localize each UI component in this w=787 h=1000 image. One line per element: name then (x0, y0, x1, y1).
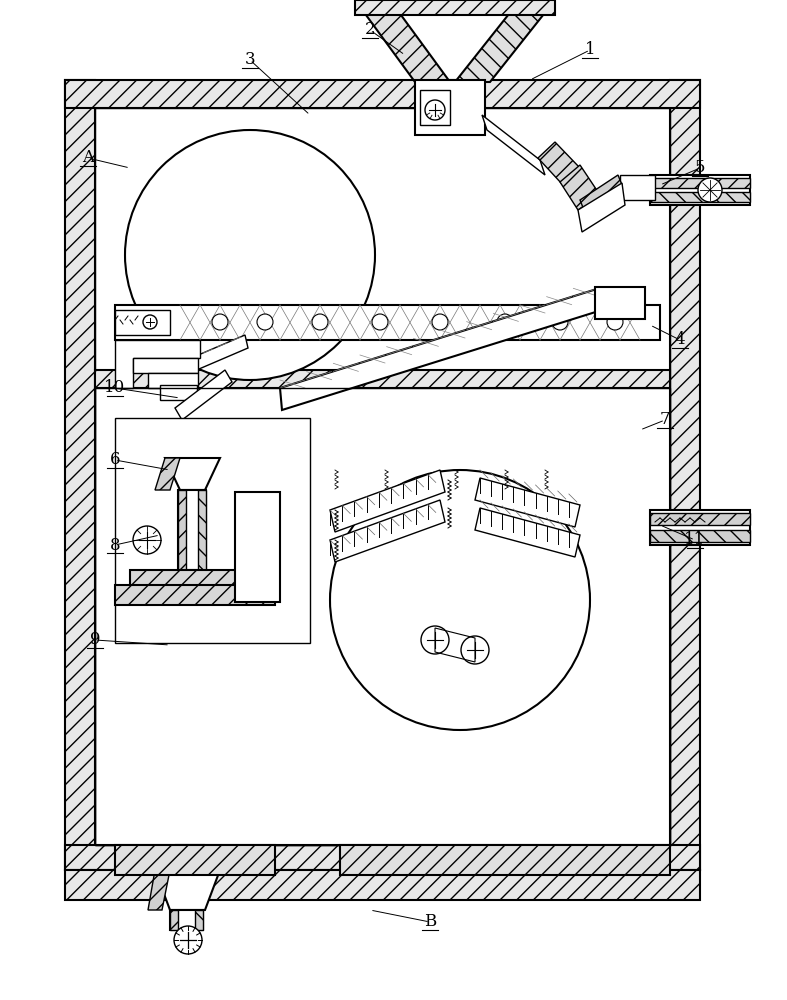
Text: B: B (424, 914, 436, 930)
Circle shape (698, 178, 722, 202)
Circle shape (212, 314, 228, 330)
Text: 3: 3 (245, 51, 255, 68)
Polygon shape (330, 470, 445, 532)
Bar (65, 870, 700, 900)
Polygon shape (475, 478, 580, 527)
Bar (115, 310, 170, 335)
Bar (95, 108, 670, 845)
Polygon shape (355, 0, 555, 15)
Polygon shape (65, 80, 95, 870)
Polygon shape (155, 458, 180, 490)
Bar (650, 530, 750, 542)
Text: 9: 9 (90, 632, 100, 648)
Text: A: A (82, 149, 94, 166)
Polygon shape (65, 80, 700, 108)
Polygon shape (175, 370, 232, 420)
Bar (178, 490, 186, 570)
Circle shape (125, 130, 375, 380)
Text: 5: 5 (695, 159, 705, 176)
Circle shape (552, 314, 568, 330)
Bar (160, 385, 197, 400)
Bar (198, 490, 206, 570)
Ellipse shape (140, 313, 170, 331)
Bar (170, 910, 178, 930)
Circle shape (461, 636, 489, 664)
Polygon shape (482, 115, 545, 175)
Polygon shape (148, 870, 170, 910)
Text: 8: 8 (109, 536, 120, 554)
Circle shape (312, 314, 328, 330)
Polygon shape (330, 500, 445, 562)
Text: 1: 1 (585, 41, 595, 58)
Bar (340, 845, 670, 875)
Bar (595, 287, 645, 319)
Bar (115, 418, 310, 643)
Bar (170, 910, 203, 930)
Bar (650, 178, 750, 188)
Polygon shape (560, 165, 600, 210)
Bar (115, 845, 275, 875)
Bar (178, 490, 206, 570)
Polygon shape (355, 0, 450, 82)
Bar (195, 910, 203, 930)
Circle shape (133, 526, 161, 554)
Polygon shape (115, 340, 200, 388)
Polygon shape (475, 508, 580, 557)
Bar (650, 175, 750, 205)
Circle shape (421, 626, 449, 654)
Bar (176, 845, 184, 870)
Text: 11: 11 (685, 532, 706, 548)
Bar (176, 845, 204, 870)
Bar (650, 513, 750, 525)
Polygon shape (455, 0, 555, 82)
Bar (650, 510, 750, 545)
Polygon shape (580, 175, 622, 210)
Circle shape (330, 470, 590, 730)
Bar (420, 90, 450, 125)
Circle shape (497, 314, 513, 330)
Polygon shape (175, 335, 248, 378)
Text: 6: 6 (109, 452, 120, 468)
Bar (148, 373, 198, 388)
Text: 7: 7 (660, 412, 671, 428)
Bar (95, 370, 670, 388)
Bar (95, 388, 670, 845)
Bar (130, 570, 270, 588)
Polygon shape (670, 80, 700, 870)
Circle shape (143, 315, 157, 329)
Text: 10: 10 (105, 379, 126, 396)
Circle shape (607, 314, 623, 330)
Polygon shape (280, 288, 602, 410)
Circle shape (174, 926, 202, 954)
Bar (235, 492, 280, 602)
Text: 4: 4 (674, 332, 685, 349)
Polygon shape (538, 142, 580, 184)
Bar (133, 358, 198, 373)
Polygon shape (165, 458, 220, 490)
Bar (415, 80, 485, 135)
Bar (650, 192, 750, 202)
Bar (115, 585, 275, 605)
Circle shape (372, 314, 388, 330)
Text: 2: 2 (364, 21, 375, 38)
Circle shape (432, 314, 448, 330)
Polygon shape (620, 175, 655, 200)
Bar (115, 305, 660, 340)
Polygon shape (578, 183, 625, 232)
Circle shape (257, 314, 273, 330)
Polygon shape (65, 845, 700, 870)
Bar (196, 845, 204, 870)
Circle shape (425, 100, 445, 120)
Polygon shape (155, 870, 220, 910)
